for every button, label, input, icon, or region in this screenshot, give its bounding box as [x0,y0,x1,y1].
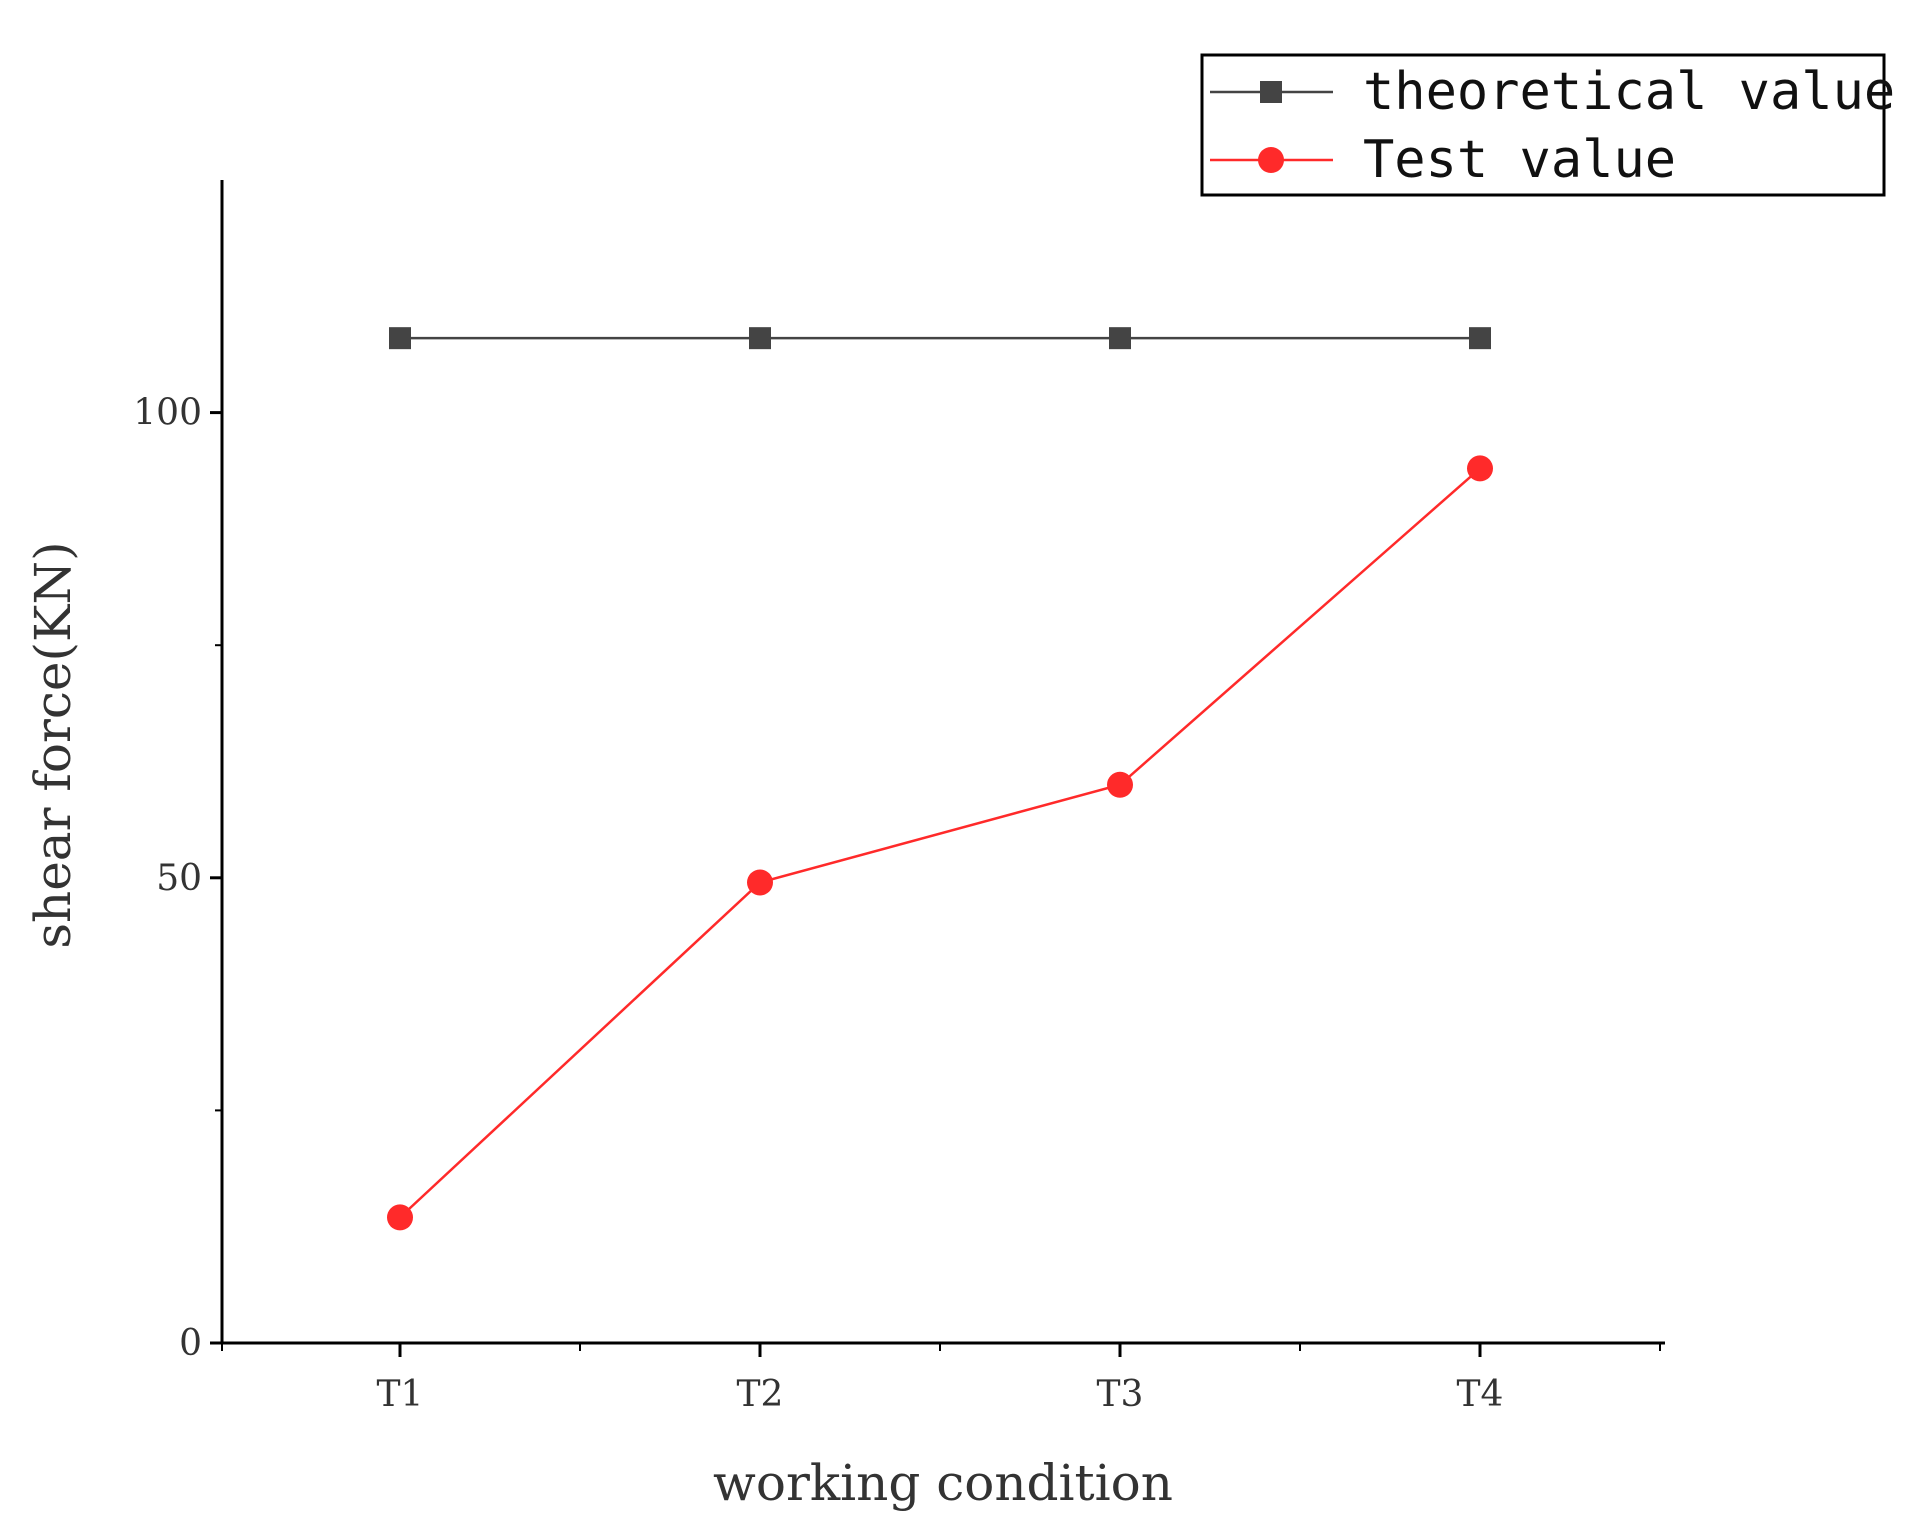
axes: 0 50 100 T1 T2 T3 T4 [133,180,1665,1415]
data-point-circle [1467,455,1493,482]
data-point-square [1109,327,1131,350]
y-tick-label: 50 [156,858,202,899]
data-point-square [749,327,771,350]
series-theoretical-value [389,327,1491,350]
y-tick-label: 100 [133,393,202,434]
y-ticks: 0 50 100 [133,393,222,1364]
legend-marker-square [1260,81,1282,103]
x-tick-label: T2 [737,1374,784,1415]
x-ticks: T1 T2 T3 T4 [221,1343,1661,1415]
x-tick-label: T1 [377,1374,424,1415]
x-tick-label: T3 [1097,1374,1144,1415]
series-test-value [387,455,1493,1231]
data-point-square [389,327,411,350]
legend-label: theoretical value [1363,62,1895,122]
legend-box [1200,53,1886,197]
legend-items: theoretical value Test value [1210,62,1895,190]
series-layer [387,327,1493,1231]
x-tick-label: T4 [1457,1374,1504,1415]
x-axis-title: working condition [713,1454,1173,1512]
data-point-square [1469,327,1491,350]
y-tick-label: 0 [179,1323,202,1364]
data-point-circle [387,1204,413,1231]
legend-marker-circle [1258,147,1284,173]
series-line [399,467,1481,1219]
data-point-circle [747,869,773,896]
y-axis-title: shear force(KN) [24,541,82,948]
legend-label: Test value [1363,130,1676,190]
data-point-circle [1107,771,1133,798]
legend: theoretical value Test value [1200,53,1895,197]
